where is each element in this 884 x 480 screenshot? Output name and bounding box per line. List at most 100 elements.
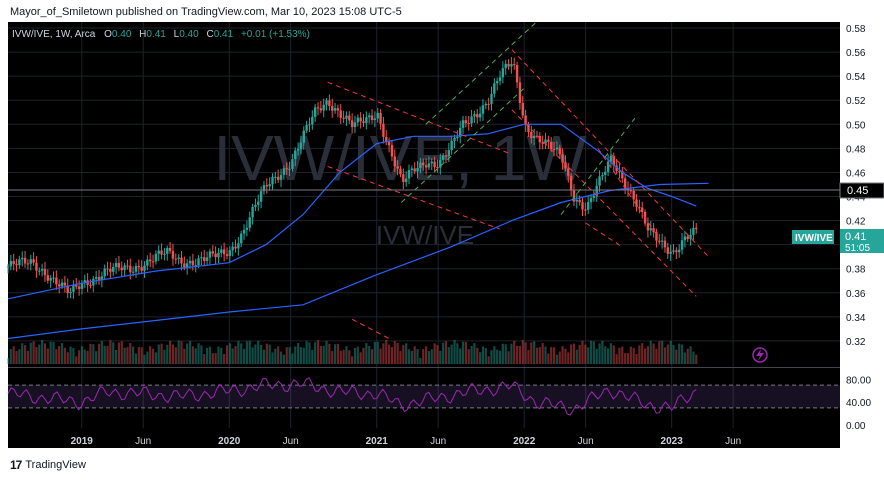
ma-fast-line — [7, 123, 697, 300]
volume-bar — [220, 347, 223, 364]
candle-body — [163, 253, 166, 255]
candle-body — [578, 199, 581, 203]
candle-body — [370, 115, 374, 120]
volume-bar — [211, 353, 214, 364]
candle-body — [692, 227, 695, 235]
candle-body — [572, 190, 576, 202]
volume-bar — [484, 348, 487, 364]
symbol-badge-bg — [792, 230, 834, 244]
legend-symbol: IVW/IVE, 1W, Arca — [12, 29, 96, 40]
candle-body — [524, 115, 527, 125]
candle-body — [450, 140, 453, 151]
candle-body — [478, 113, 482, 118]
volume-bar — [43, 343, 47, 364]
volume-bar — [9, 349, 12, 364]
level-label: 0.45 — [847, 185, 868, 197]
price-tick: 0.48 — [846, 144, 866, 155]
volume-bar — [606, 348, 610, 364]
bolt-icon[interactable] — [752, 347, 768, 363]
volume-bar — [123, 347, 126, 364]
svg-text:IVW/IVE, 1W, Arca O0.40: IVW/IVE, 1W, Arca O0.40 H0.41 L0.40 C0.4… — [12, 29, 310, 40]
volume-bar — [35, 347, 38, 364]
candle-body — [586, 202, 590, 210]
candle-body — [80, 283, 84, 289]
volume-bar — [390, 347, 394, 364]
volume-bar — [405, 343, 408, 364]
volume-bar — [291, 353, 294, 364]
volume-bar — [430, 349, 433, 364]
volume-bar — [169, 340, 172, 364]
grid — [8, 22, 840, 428]
trend-line — [597, 148, 660, 239]
volume-bar — [262, 349, 266, 364]
candle-body — [166, 248, 169, 254]
candle-body — [126, 265, 129, 267]
volume-bar — [473, 343, 476, 364]
candle-body — [339, 110, 342, 118]
candle-body — [382, 123, 385, 137]
candle-body — [595, 185, 598, 196]
volume-bar — [339, 350, 342, 364]
candle-body — [265, 185, 269, 187]
candle-body — [365, 117, 368, 124]
volume-bar — [55, 349, 58, 364]
candle-body — [538, 135, 542, 143]
volume-bar — [510, 343, 513, 364]
volume-bar — [476, 347, 479, 364]
candle-body — [532, 135, 536, 139]
candle-body — [325, 100, 328, 105]
volume-bar — [58, 346, 61, 364]
volume-bar — [419, 357, 422, 364]
volume-bar — [277, 346, 280, 364]
candle-body — [677, 249, 681, 253]
volume-bar — [555, 354, 559, 364]
volume-bar — [342, 349, 345, 364]
candle-body — [183, 263, 186, 268]
candle-body — [240, 233, 243, 244]
candle-body — [476, 114, 479, 118]
volume-bar — [228, 343, 231, 364]
candle-body — [680, 240, 684, 250]
volume-bar — [223, 354, 226, 364]
volume-bar — [402, 345, 405, 364]
candle-body — [299, 142, 303, 149]
candle-body — [131, 271, 135, 273]
volume-bar — [52, 341, 55, 364]
candle-body — [373, 118, 377, 120]
candle-body — [302, 130, 305, 143]
volume-bar — [541, 342, 544, 364]
volume-bar — [72, 348, 75, 364]
volume-bar — [157, 344, 160, 364]
volume-bar — [652, 343, 655, 364]
candle-body — [69, 291, 72, 294]
candle-body — [211, 251, 214, 254]
candle-body — [305, 125, 308, 131]
volume-bar — [362, 347, 365, 364]
volume-bar — [336, 343, 340, 364]
candle-body — [493, 83, 496, 94]
candle-body — [146, 259, 149, 266]
candle-body — [282, 168, 286, 175]
volume-bar — [203, 354, 206, 364]
volume-bar — [459, 348, 462, 364]
volume-bar — [183, 348, 186, 364]
time-axis[interactable]: 2019 Jun 2020 Jun 2021 Jun 2022 Jun 2023 Jun — [71, 436, 742, 447]
volume-bar — [538, 347, 541, 364]
trend-line — [425, 21, 537, 125]
volume-bar — [515, 345, 519, 364]
volume-bar — [433, 343, 436, 364]
volume-bar — [575, 349, 578, 364]
time-tick: 2019 — [71, 436, 94, 447]
candle-body — [569, 175, 573, 191]
candle-body — [194, 265, 197, 267]
candle-body — [171, 250, 175, 259]
candle-body — [316, 107, 320, 109]
volume-bar — [427, 350, 431, 364]
volume-bar — [507, 351, 510, 364]
price-badge: IVW/IVE 0.41 51:05 — [792, 229, 884, 254]
candle-body — [157, 250, 160, 254]
volume-bar — [6, 358, 10, 364]
candle-body — [410, 168, 414, 171]
trend-line — [511, 49, 709, 258]
